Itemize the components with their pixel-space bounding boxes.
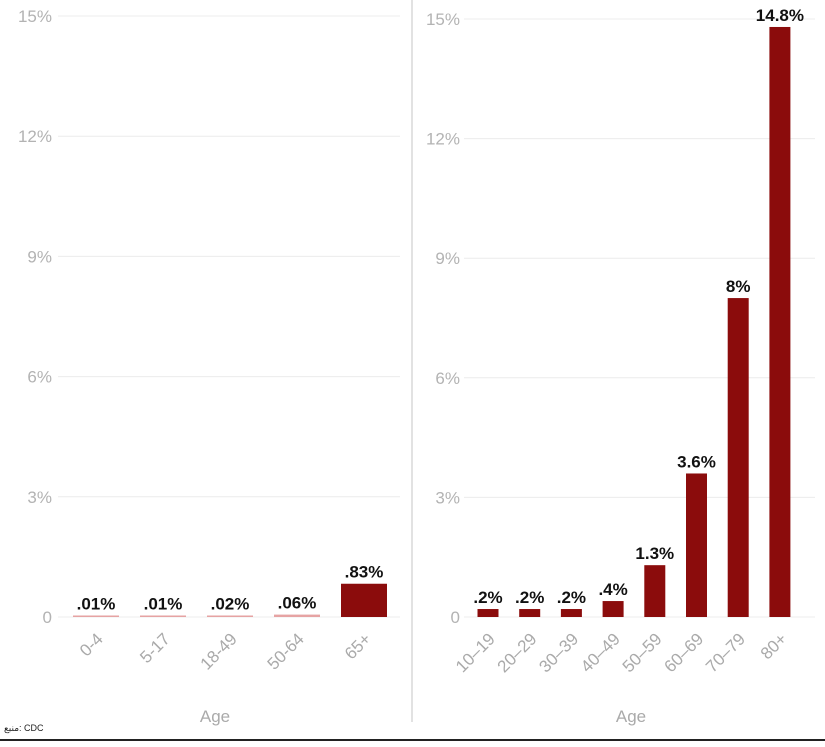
x-tick-label: 60–69 — [660, 629, 707, 676]
data-label: .4% — [598, 580, 627, 599]
x-tick-label: 70–79 — [702, 629, 749, 676]
data-label: .2% — [515, 588, 544, 607]
y-tick-label: 6% — [27, 368, 52, 387]
y-tick-label: 12% — [426, 130, 460, 149]
y-tick-label: 6% — [435, 369, 460, 388]
x-tick-label: 18-49 — [197, 629, 241, 673]
x-tick-label: 80+ — [757, 629, 791, 663]
bar — [727, 298, 749, 617]
data-label: 3.6% — [677, 452, 716, 471]
bar — [207, 615, 253, 617]
y-tick-label: 15% — [426, 10, 460, 29]
data-label: 14.8% — [756, 6, 804, 25]
data-label: .83% — [345, 563, 384, 582]
data-label: .02% — [211, 595, 250, 614]
source-label: منبع: CDC — [4, 723, 44, 733]
bar — [140, 615, 186, 617]
data-label: .2% — [557, 588, 586, 607]
x-tick-label: 50-64 — [264, 629, 308, 673]
x-tick-label: 5-17 — [136, 629, 173, 666]
x-axis-title: Age — [200, 707, 230, 726]
bar — [644, 565, 666, 617]
bar — [560, 609, 582, 617]
y-tick-label: 9% — [435, 249, 460, 268]
bar — [477, 609, 499, 617]
y-tick-label: 0 — [451, 608, 460, 627]
data-label: .01% — [144, 595, 183, 614]
bar — [686, 473, 707, 617]
data-label: 8% — [726, 277, 751, 296]
x-tick-label: 0-4 — [76, 629, 107, 660]
right-chart-panel: 0 3% 6% 9% 12% 15% .2% 10–19 .2% 20–29 .2% 30–39 .4%… — [426, 6, 815, 726]
y-tick-label: 15% — [18, 7, 52, 26]
y-tick-label: 12% — [18, 127, 52, 146]
x-axis-title: Age — [616, 707, 646, 726]
left-chart-panel: 0 3% 6% 9% 12% 15% .01% 0-4 .01% 5-17 .02% 18-49 .06… — [18, 7, 400, 726]
x-tick-label: 20–29 — [494, 629, 541, 676]
y-tick-label: 3% — [27, 488, 52, 507]
y-tick-label: 3% — [435, 488, 460, 507]
y-tick-label: 9% — [27, 247, 52, 266]
bar — [341, 583, 387, 617]
data-label: .2% — [473, 588, 502, 607]
data-label: .01% — [77, 595, 116, 614]
bar — [274, 614, 320, 617]
x-tick-label: 40–49 — [577, 629, 624, 676]
bar — [73, 615, 119, 617]
y-tick-label: 0 — [43, 608, 52, 627]
data-label: 1.3% — [635, 544, 674, 563]
x-tick-label: 10–19 — [452, 629, 499, 676]
bar — [519, 609, 541, 617]
bar — [602, 601, 624, 617]
bar — [769, 26, 791, 618]
x-tick-label: 50–59 — [619, 629, 666, 676]
data-label: .06% — [278, 594, 317, 613]
x-tick-label: 30–39 — [535, 629, 582, 676]
x-tick-label: 65+ — [341, 629, 375, 663]
